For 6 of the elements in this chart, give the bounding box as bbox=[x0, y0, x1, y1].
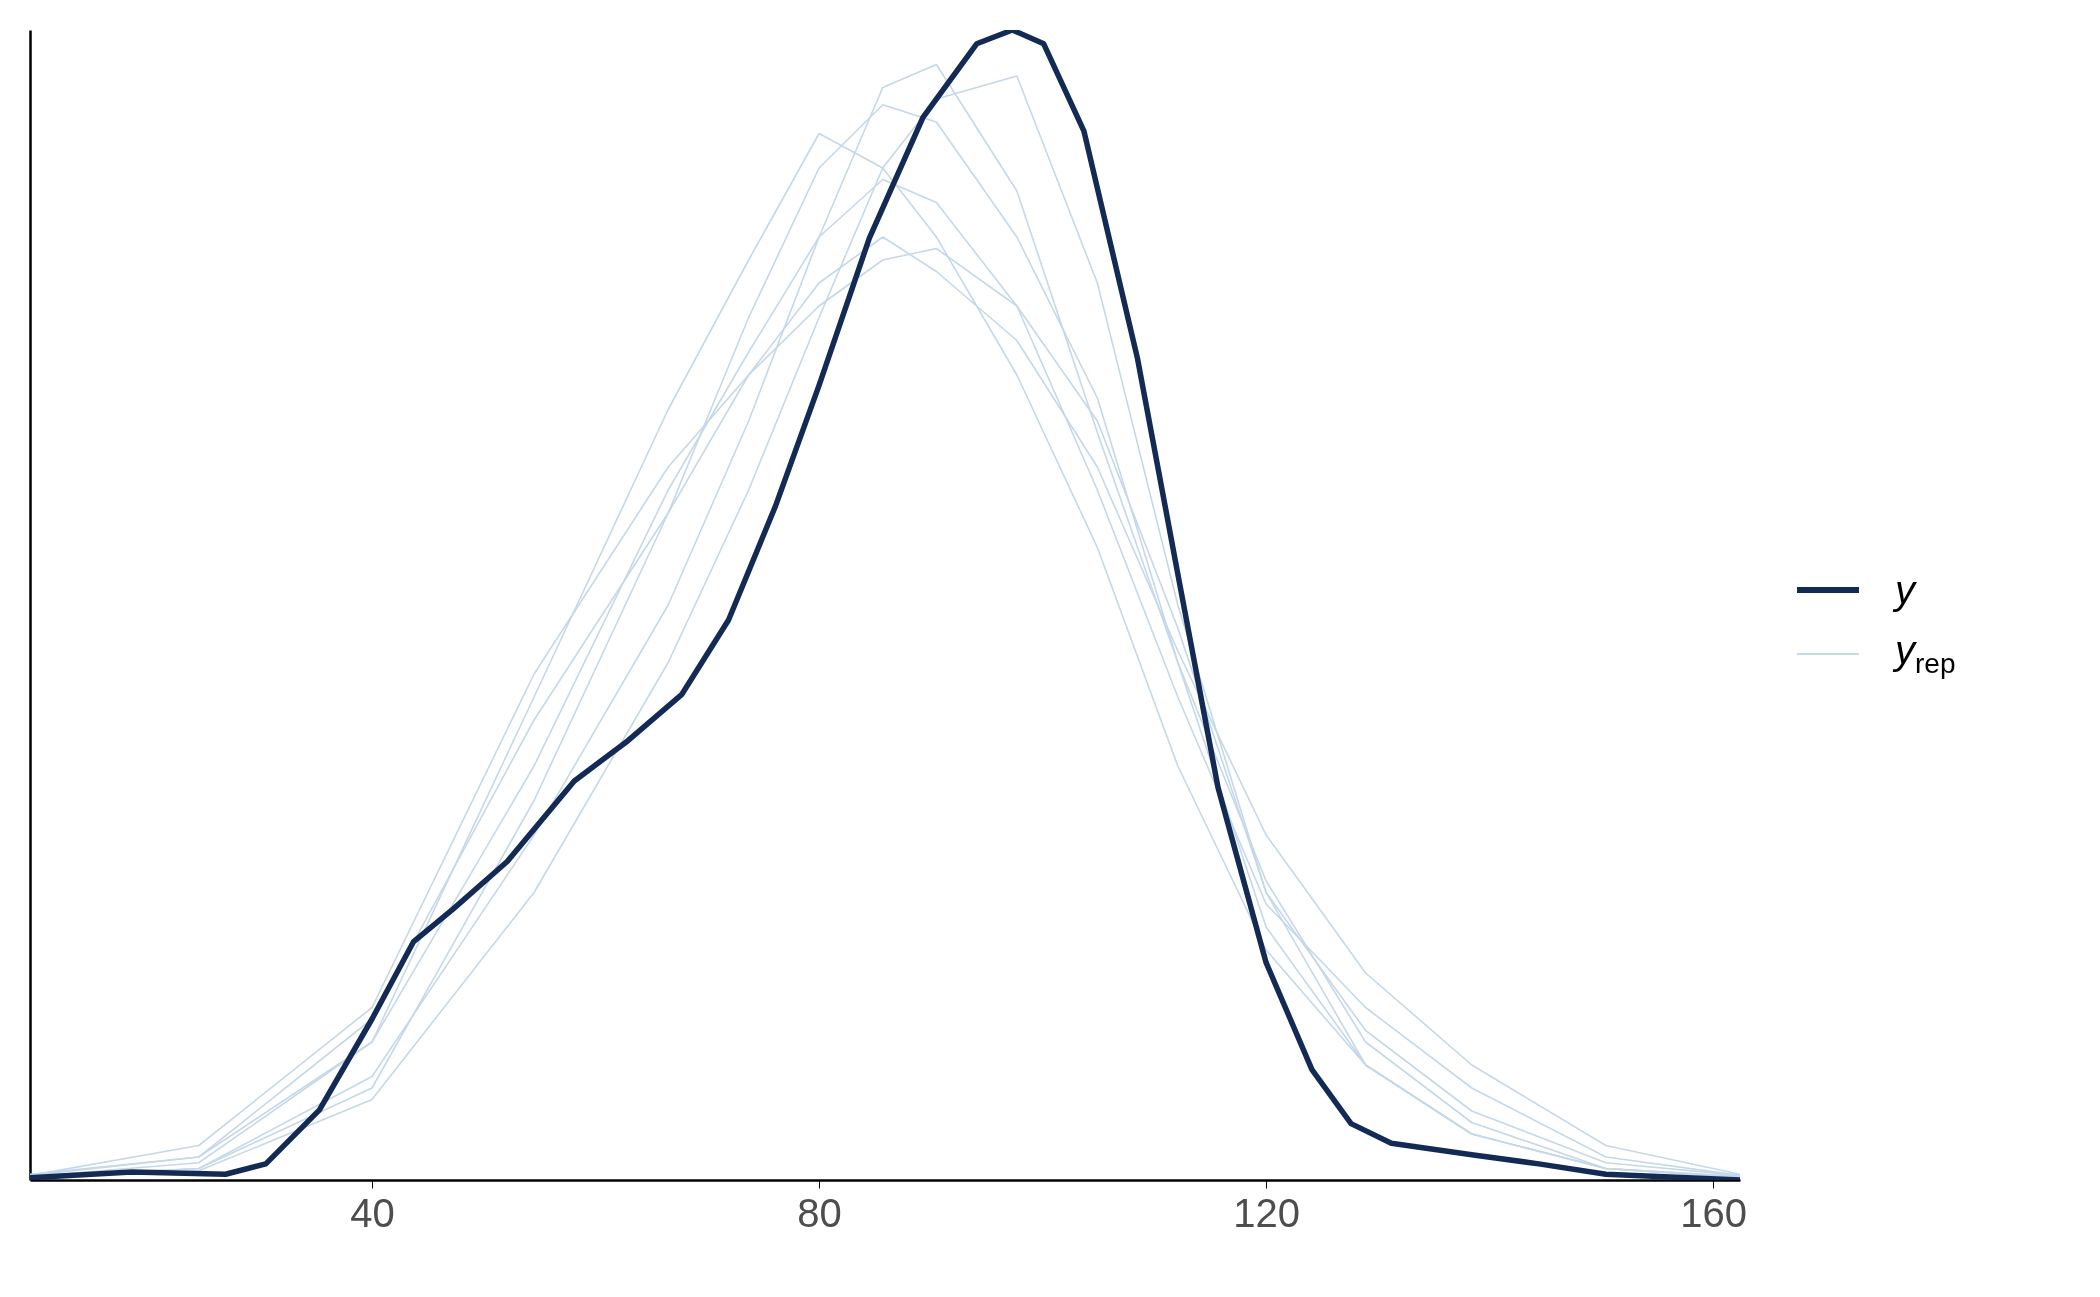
x-tick-label: 40 bbox=[350, 1190, 395, 1235]
legend-label: y$_{rep}$ bbox=[1895, 628, 1956, 680]
x-tick-label: 160 bbox=[1680, 1190, 1748, 1235]
legend-label: y bbox=[1895, 567, 1915, 613]
x-tick-label: 80 bbox=[797, 1190, 842, 1235]
x-tick-label: 120 bbox=[1233, 1190, 1300, 1235]
